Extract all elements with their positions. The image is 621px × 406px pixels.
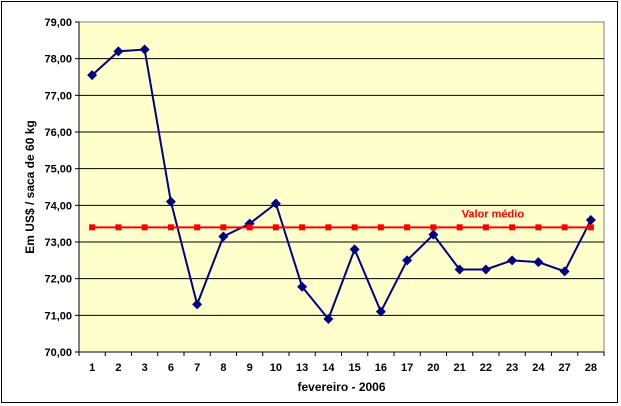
y-tick-label: 76,00 <box>44 127 72 139</box>
y-tick-label: 74,00 <box>44 200 72 212</box>
mean-marker <box>272 224 279 231</box>
mean-marker <box>561 224 568 231</box>
x-axis-title: fevereiro - 2006 <box>297 380 385 394</box>
data-point <box>428 229 439 240</box>
x-tick-label: 3 <box>142 362 148 374</box>
mean-marker <box>167 224 174 231</box>
x-tick-label: 7 <box>194 362 200 374</box>
data-point <box>87 70 98 81</box>
data-point <box>402 255 413 266</box>
data-point <box>559 266 570 277</box>
x-tick-label: 8 <box>220 362 226 374</box>
x-tick-label: 22 <box>480 362 492 374</box>
mean-marker <box>141 224 148 231</box>
data-point <box>507 255 518 266</box>
mean-marker <box>115 224 122 231</box>
x-tick-label: 17 <box>401 362 413 374</box>
x-tick-label: 27 <box>559 362 571 374</box>
data-point <box>349 244 360 255</box>
mean-marker <box>89 224 96 231</box>
y-tick-label: 72,00 <box>44 274 72 286</box>
y-tick-label: 70,00 <box>44 347 72 359</box>
x-tick-label: 13 <box>296 362 308 374</box>
data-point <box>533 257 544 268</box>
mean-marker <box>430 224 437 231</box>
x-tick-label: 23 <box>506 362 518 374</box>
y-axis-title: Em US$ / saca de 60 kg <box>23 120 37 253</box>
mean-marker <box>509 224 516 231</box>
data-point <box>323 314 334 324</box>
x-tick-label: 9 <box>247 362 253 374</box>
data-point <box>454 264 465 275</box>
x-tick-label: 6 <box>168 362 174 374</box>
y-tick-label: 75,00 <box>44 164 72 176</box>
mean-marker <box>377 224 384 231</box>
mean-marker <box>535 224 542 231</box>
x-tick-label: 10 <box>270 362 282 374</box>
x-tick-label: 28 <box>585 362 597 374</box>
mean-marker <box>220 224 227 231</box>
data-point <box>165 196 176 207</box>
mean-marker <box>299 224 306 231</box>
x-tick-label: 20 <box>427 362 439 374</box>
x-tick-label: 2 <box>115 362 121 374</box>
data-point <box>218 231 229 242</box>
x-tick-label: 15 <box>349 362 361 374</box>
y-tick-label: 79,00 <box>44 17 72 29</box>
data-point <box>192 299 203 310</box>
mean-marker <box>246 224 253 231</box>
mean-marker <box>194 224 201 231</box>
mean-marker <box>404 224 411 231</box>
mean-marker <box>456 224 463 231</box>
x-tick-label: 16 <box>375 362 387 374</box>
y-axis-ticks: 70,00 71,00 72,00 73,00 74,00 75,00 76,00 77,00… <box>44 17 79 359</box>
y-tick-label: 77,00 <box>44 90 72 102</box>
x-tick-label: 24 <box>532 362 545 374</box>
data-point <box>375 306 386 317</box>
data-point <box>139 44 150 55</box>
mean-value-annotation: Valor médio <box>462 208 525 220</box>
x-axis-ticks: 1 2 3 6 7 8 9 10 13 14 15 16 17 20 21 22 23 24 27 28 <box>78 352 605 374</box>
y-tick-label: 73,00 <box>44 237 72 249</box>
gridlines <box>79 58 604 316</box>
mean-marker <box>351 224 358 231</box>
data-point <box>480 264 491 275</box>
mean-marker <box>325 224 332 231</box>
data-point <box>585 215 596 225</box>
mean-marker <box>482 224 489 231</box>
x-tick-label: 21 <box>454 362 466 374</box>
series-line-1 <box>91 48 592 321</box>
data-point <box>113 46 124 57</box>
series-layer <box>87 44 596 324</box>
x-tick-label: 1 <box>89 362 95 374</box>
y-tick-label: 71,00 <box>44 310 72 322</box>
data-point <box>270 198 281 209</box>
mean-marker <box>587 224 594 231</box>
plot-area <box>78 21 605 353</box>
y-tick-label: 78,00 <box>44 54 72 66</box>
x-tick-label: 14 <box>322 362 335 374</box>
data-point <box>297 281 308 292</box>
